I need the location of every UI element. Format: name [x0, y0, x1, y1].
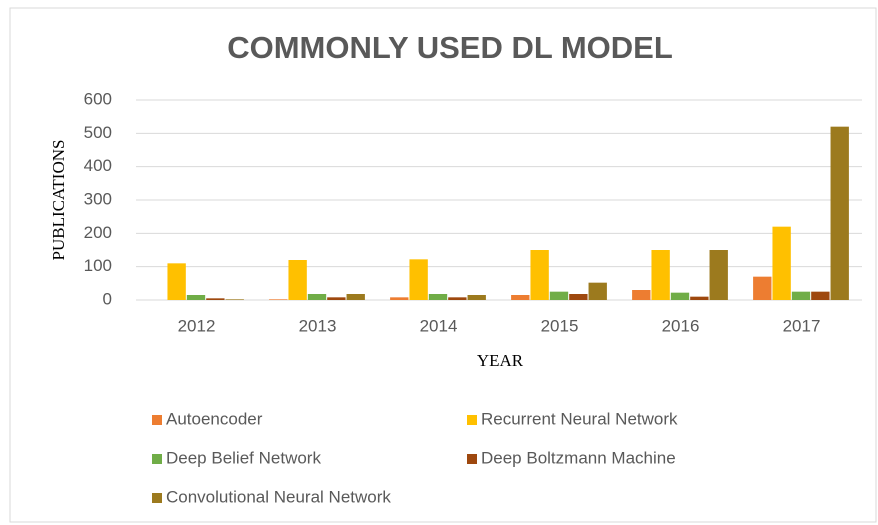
- bar: [186, 295, 206, 300]
- legend-swatch: [152, 415, 162, 425]
- bar: [569, 294, 588, 300]
- bar: [670, 292, 690, 300]
- y-tick-label: 0: [103, 289, 112, 308]
- bar: [588, 282, 607, 300]
- bar: [307, 294, 327, 300]
- bar: [709, 250, 728, 300]
- y-tick-label: 500: [84, 123, 112, 142]
- bar: [206, 298, 225, 300]
- y-axis-title: PUBLICATIONS: [49, 140, 68, 261]
- x-tick-label: 2017: [783, 316, 821, 335]
- bar: [167, 263, 186, 300]
- legend-swatch: [467, 454, 477, 464]
- legend-label: Deep Boltzmann Machine: [481, 448, 676, 467]
- legend-label: Convolutional Neural Network: [166, 487, 391, 506]
- x-tick-label: 2014: [420, 316, 458, 335]
- bar: [327, 297, 346, 300]
- bar: [632, 290, 651, 300]
- bar: [346, 294, 365, 300]
- x-tick-label: 2015: [541, 316, 579, 335]
- legend-label: Recurrent Neural Network: [481, 409, 678, 428]
- bar: [409, 259, 428, 300]
- bar: [467, 295, 486, 300]
- bar: [690, 296, 709, 300]
- legend-label: Deep Belief Network: [166, 448, 321, 467]
- legend-swatch: [152, 493, 162, 503]
- bar: [811, 291, 830, 300]
- legend-swatch: [152, 454, 162, 464]
- y-tick-label: 400: [84, 156, 112, 175]
- x-tick-label: 2012: [178, 316, 216, 335]
- x-tick-label: 2013: [299, 316, 337, 335]
- bar: [772, 226, 791, 300]
- bar: [511, 295, 530, 300]
- bar: [269, 299, 288, 300]
- bar: [428, 294, 448, 300]
- y-tick-label: 600: [84, 89, 112, 108]
- x-axis-title: YEAR: [477, 351, 524, 370]
- bar: [753, 276, 772, 300]
- bar: [791, 291, 811, 300]
- legend-label: Autoencoder: [166, 409, 263, 428]
- chart-frame: [9, 7, 877, 523]
- x-tick-label: 2016: [662, 316, 700, 335]
- chart-title: COMMONLY USED DL MODEL: [227, 30, 673, 65]
- bar: [225, 299, 244, 300]
- bar: [448, 297, 467, 300]
- bar: [288, 260, 307, 300]
- bar: [390, 297, 409, 300]
- y-tick-label: 200: [84, 223, 112, 242]
- bar: [651, 250, 670, 300]
- legend-swatch: [467, 415, 477, 425]
- bar: [549, 291, 569, 300]
- y-tick-label: 300: [84, 189, 112, 208]
- bar: [530, 250, 549, 300]
- bar: [830, 126, 849, 301]
- y-tick-label: 100: [84, 256, 112, 275]
